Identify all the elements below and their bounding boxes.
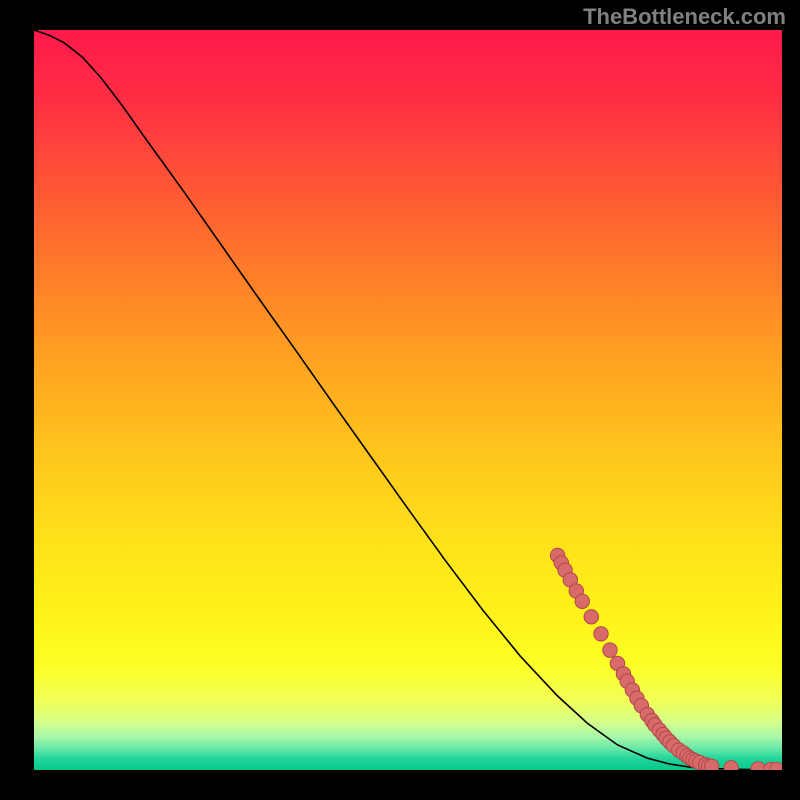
- gradient-background: [34, 30, 782, 770]
- watermark-text: TheBottleneck.com: [583, 4, 786, 30]
- plot-area: [34, 30, 782, 770]
